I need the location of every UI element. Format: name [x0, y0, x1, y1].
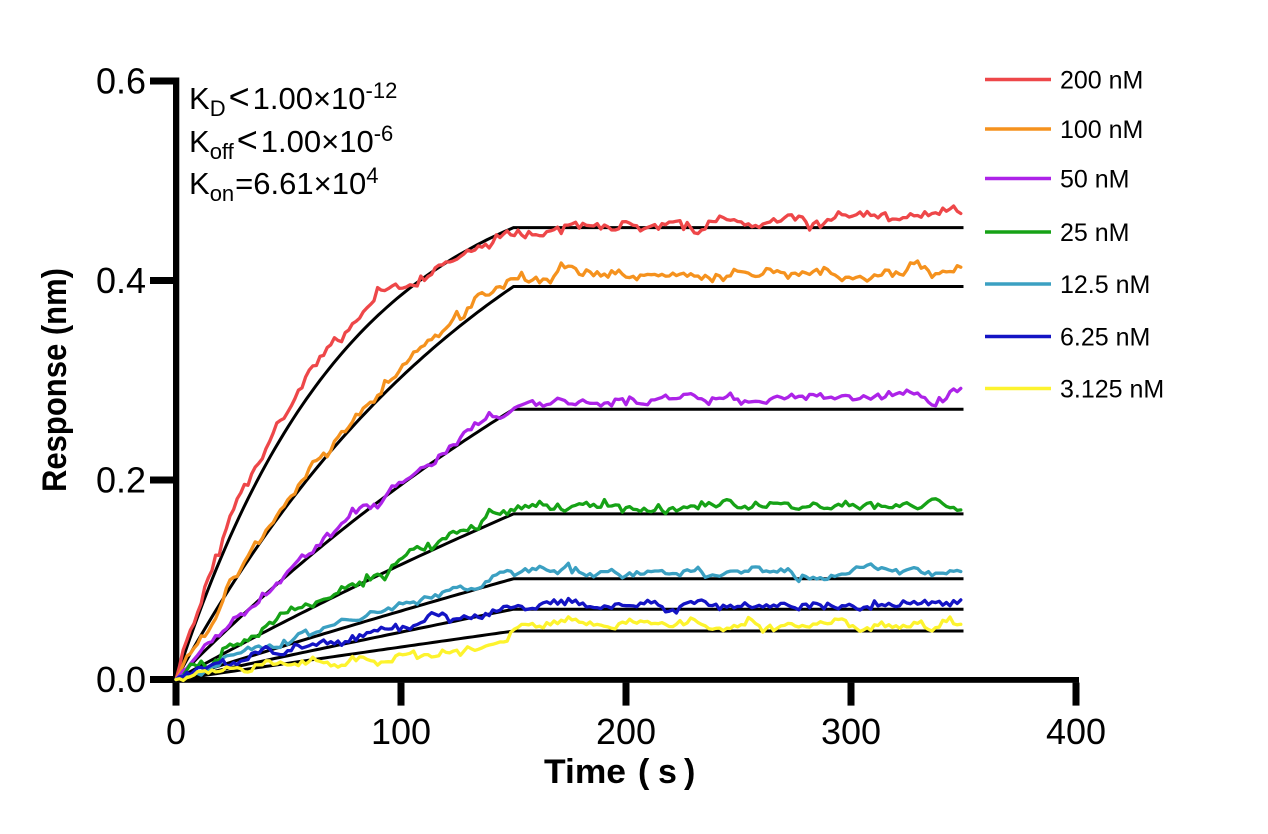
- svg-text:300: 300: [821, 711, 881, 752]
- svg-text:400: 400: [1046, 711, 1106, 752]
- svg-text:100 nM: 100 nM: [1060, 116, 1143, 144]
- svg-text:0: 0: [166, 711, 186, 752]
- svg-text:50 nM: 50 nM: [1060, 165, 1129, 193]
- svg-text:(: (: [638, 753, 650, 791]
- svg-text:s: s: [658, 753, 677, 791]
- svg-text:0.0: 0.0: [96, 659, 146, 700]
- svg-text:0.6: 0.6: [96, 61, 146, 102]
- svg-text:0.4: 0.4: [96, 260, 146, 301]
- svg-text:Response (nm): Response (nm): [36, 268, 74, 492]
- svg-text:25 nM: 25 nM: [1060, 219, 1129, 247]
- svg-text:12.5 nM: 12.5 nM: [1060, 271, 1150, 299]
- svg-text:200 nM: 200 nM: [1060, 66, 1143, 94]
- svg-text:Kon=6.61×104: Kon=6.61×104: [189, 163, 378, 206]
- svg-text:Time: Time: [544, 753, 626, 791]
- svg-text:100: 100: [371, 711, 431, 752]
- svg-text:6.25 nM: 6.25 nM: [1060, 323, 1150, 351]
- svg-text:0.2: 0.2: [96, 460, 146, 501]
- svg-text:200: 200: [596, 711, 656, 752]
- svg-text:3.125 nM: 3.125 nM: [1060, 375, 1164, 403]
- svg-text:): ): [684, 753, 695, 791]
